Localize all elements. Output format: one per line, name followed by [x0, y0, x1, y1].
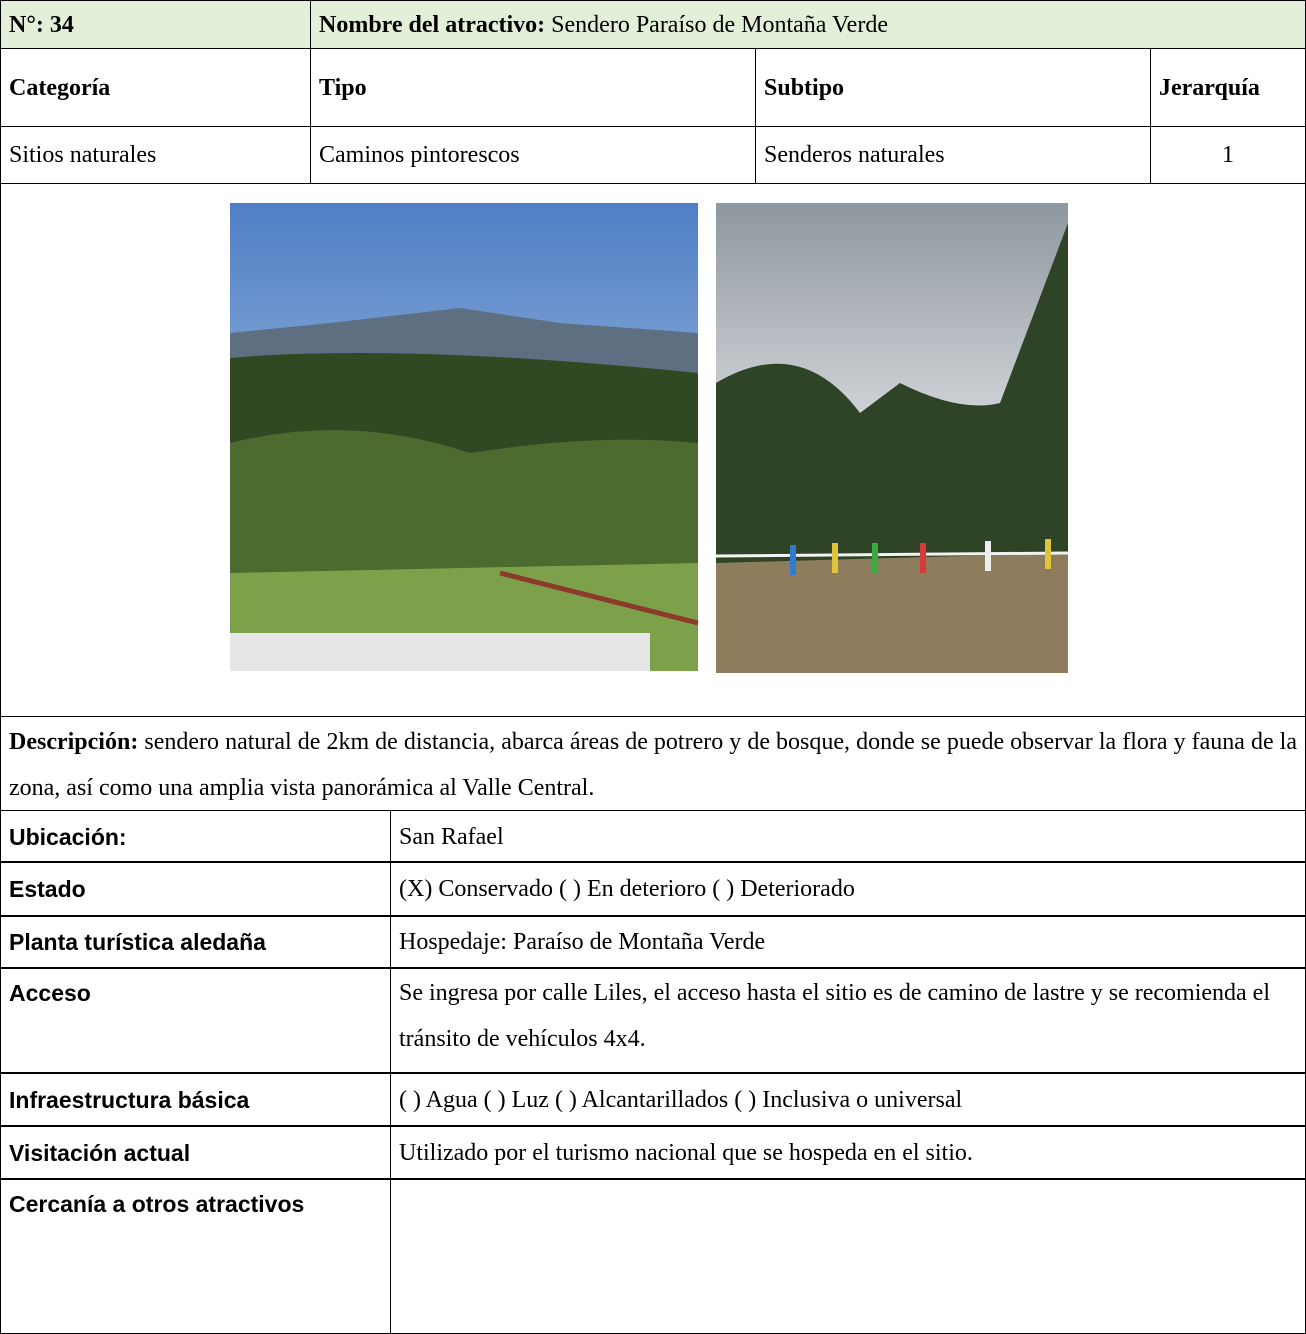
cell: Estado — [0, 861, 391, 917]
cell: Categoría — [0, 48, 311, 127]
header: Subtipo — [764, 74, 845, 101]
cell: Ubicación: — [0, 810, 391, 863]
cell: N°: 34 — [0, 0, 311, 49]
detail-label: Visitación actual — [9, 1139, 191, 1166]
value: 1 — [1222, 142, 1234, 168]
cell: Tipo — [310, 48, 756, 127]
cell: Caminos pintorescos — [310, 126, 756, 184]
cell: (X) Conservado ( ) En deterioro ( ) Dete… — [390, 861, 1306, 917]
cell: Jerarquía — [1150, 48, 1306, 127]
detail-value: (X) Conservado ( ) En deterioro ( ) Dete… — [399, 876, 855, 902]
cell: Infraestructura básica — [0, 1072, 391, 1127]
header: Categoría — [9, 74, 111, 101]
photos — [230, 203, 1069, 673]
photo-1 — [230, 203, 699, 671]
cell — [390, 1178, 1306, 1334]
cell: Utilizado por el turismo nacional que se… — [390, 1125, 1306, 1180]
description-label: Descripción: — [9, 729, 139, 755]
name-label: Nombre del atractivo: — [319, 11, 546, 38]
cell: Visitación actual — [0, 1125, 391, 1180]
number: N°: 34 — [9, 11, 74, 38]
detail-value: Se ingresa por calle Liles, el acceso ha… — [399, 980, 1270, 1052]
detail-value: San Rafael — [399, 823, 504, 850]
detail-label: Infraestructura básica — [9, 1086, 250, 1113]
detail-value: Utilizado por el turismo nacional que se… — [399, 1139, 973, 1166]
cell: Sitios naturales — [0, 126, 311, 184]
value: Sitios naturales — [9, 142, 157, 168]
photo-cell — [0, 183, 1306, 717]
detail-label: Ubicación: — [9, 823, 127, 850]
cell: ( ) Agua ( ) Luz ( ) Alcantarillados ( )… — [390, 1072, 1306, 1127]
detail-label: Estado — [9, 876, 86, 902]
cell: Cercanía a otros atractivos — [0, 1178, 391, 1334]
cell: Hospedaje: Paraíso de Montaña Verde — [390, 915, 1306, 969]
cell: Senderos naturales — [755, 126, 1151, 184]
description-cell: Descripción: sendero natural de 2km de d… — [0, 716, 1306, 811]
cell: Se ingresa por calle Liles, el acceso ha… — [390, 967, 1306, 1074]
detail-label: Cercanía a otros atractivos — [9, 1191, 305, 1217]
name: Sendero Paraíso de Montaña Verde — [551, 11, 888, 38]
cell: San Rafael — [390, 810, 1306, 863]
header: Tipo — [319, 74, 367, 101]
detail-value: ( ) Agua ( ) Luz ( ) Alcantarillados ( )… — [399, 1086, 963, 1113]
cell: 1 — [1150, 126, 1306, 184]
detail-value: Hospedaje: Paraíso de Montaña Verde — [399, 929, 766, 955]
detail-label: Planta turística aledaña — [9, 929, 266, 955]
header: Jerarquía — [1159, 74, 1260, 101]
cell: Nombre del atractivo: Sendero Paraíso de… — [310, 0, 1306, 49]
photo-2 — [715, 203, 1069, 673]
cell: Acceso — [0, 967, 391, 1074]
cell: Subtipo — [755, 48, 1151, 127]
detail-label: Acceso — [9, 980, 91, 1006]
value: Caminos pintorescos — [319, 142, 520, 168]
value: Senderos naturales — [764, 142, 945, 168]
cell: Planta turística aledaña — [0, 915, 391, 969]
description-text: sendero natural de 2km de distancia, aba… — [9, 729, 1298, 801]
